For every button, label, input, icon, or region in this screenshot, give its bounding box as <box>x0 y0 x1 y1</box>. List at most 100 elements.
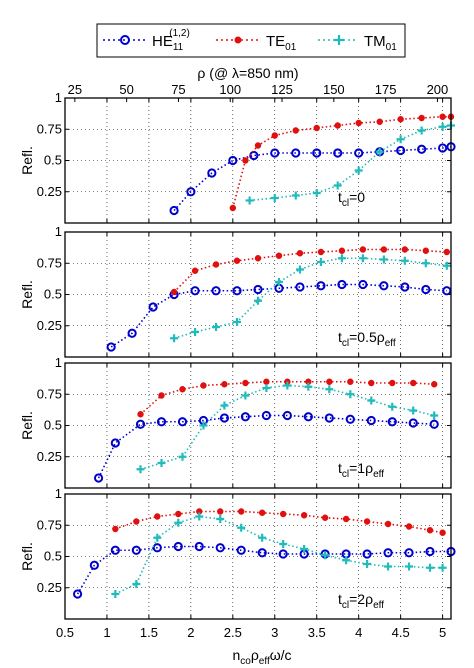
data-point-he <box>110 545 120 555</box>
data-point-he <box>291 148 301 158</box>
data-point-tm <box>245 196 254 205</box>
data-point-te <box>212 261 220 268</box>
y-tick-label: 1 <box>55 224 62 239</box>
panel-annotation: tcl=1ρeff <box>338 460 384 480</box>
data-point-tm <box>363 560 372 568</box>
data-point-he <box>173 541 183 552</box>
data-point-tm <box>279 540 288 548</box>
data-point-tm <box>136 465 145 474</box>
data-point-te <box>321 514 329 521</box>
bottom-axis-ticks: 0.5 1 1.5 2 2.5 3 3.5 4 4.5 5 <box>56 625 446 640</box>
series-line-circle <box>110 283 447 348</box>
data-point-he <box>190 286 200 296</box>
data-point-te <box>363 518 371 525</box>
data-point-te <box>397 116 404 123</box>
data-point-te <box>137 411 144 418</box>
y-tick-label: 0.25 <box>37 184 62 199</box>
data-point-he <box>169 205 179 216</box>
data-point-tm <box>157 459 166 467</box>
y-tick-label: 0.25 <box>37 449 62 464</box>
data-point-te <box>238 508 245 515</box>
y-tick-label: 0.25 <box>37 318 62 333</box>
data-point-te <box>355 119 362 127</box>
data-point-te <box>380 246 388 253</box>
data-point-te <box>305 378 312 385</box>
data-point-tm <box>442 261 451 270</box>
data-point-te <box>158 392 165 399</box>
data-point-te <box>229 204 237 212</box>
legend-label-te: TE01 <box>266 33 297 53</box>
legend-sub-tm: 01 <box>386 42 398 53</box>
panel-frame <box>64 231 452 358</box>
data-point-te <box>112 525 119 533</box>
data-point-he <box>345 414 355 424</box>
data-point-te <box>376 118 383 125</box>
data-point-tm <box>367 396 376 405</box>
data-point-te <box>296 250 304 257</box>
data-point-he <box>135 419 146 429</box>
data-point-te <box>258 509 266 516</box>
data-point-he <box>362 549 372 559</box>
data-point-he <box>106 342 116 352</box>
data-point-he <box>253 284 263 295</box>
y-axis-label: Refl. <box>19 542 35 571</box>
data-point-tm <box>295 265 304 274</box>
data-point-he <box>282 410 292 421</box>
x-tick-label: 5 <box>439 625 446 640</box>
y-axis-label: Refl. <box>19 411 35 440</box>
data-point-tm <box>262 384 271 392</box>
data-point-he <box>110 438 120 448</box>
data-point-tm <box>283 381 292 390</box>
legend-sub-te: 01 <box>285 42 297 53</box>
data-point-te <box>254 255 262 262</box>
data-point-he <box>219 413 230 423</box>
data-point-tm <box>170 334 179 343</box>
data-point-te <box>179 386 186 393</box>
data-point-he <box>215 543 225 553</box>
data-point-he <box>89 560 99 570</box>
data-point-te <box>154 513 161 520</box>
data-point-te <box>326 378 333 385</box>
data-point-he <box>156 417 167 427</box>
panel-frame <box>64 97 452 224</box>
data-point-tm <box>274 278 283 286</box>
data-point-tm <box>233 318 242 326</box>
legend-marker-tm <box>334 35 344 45</box>
panels: 0.25 0.5 0.75 1 Refl. tcl=0 0.25 0.5 0.75 1 Refl. t… <box>19 90 456 620</box>
data-point-tm <box>417 126 426 135</box>
data-point-he <box>303 412 313 422</box>
data-point-tm <box>153 533 162 542</box>
data-point-tm <box>258 533 267 542</box>
data-point-tm <box>300 545 309 553</box>
data-point-te <box>221 381 228 388</box>
y-tick-label: 0.5 <box>44 153 62 168</box>
series-line-circle <box>97 414 435 479</box>
top-axis-ticks: 25 50 75 100 125 150 175 200 <box>68 82 448 102</box>
data-point-tm <box>375 147 384 156</box>
data-point-he <box>194 541 204 552</box>
x-tick-label: 2.5 <box>224 625 242 640</box>
data-point-he <box>354 148 364 158</box>
y-tick-label: 0.5 <box>44 418 62 433</box>
series-line-plus <box>115 515 443 595</box>
data-point-he <box>312 148 322 158</box>
data-point-he <box>131 545 141 555</box>
series-line-dot <box>139 380 435 415</box>
data-point-he <box>72 589 83 599</box>
data-point-he <box>324 413 334 423</box>
y-tick-label: 0.5 <box>44 549 62 564</box>
legend-entry-he: HE11 (1,2) <box>103 28 190 53</box>
y-axis-label: Refl. <box>19 280 35 309</box>
top-tick-label: 75 <box>171 82 185 97</box>
data-point-te <box>175 510 182 518</box>
data-point-he <box>228 155 238 166</box>
x-tick-label: 4 <box>355 625 362 640</box>
data-point-te <box>317 248 325 256</box>
data-point-he <box>387 417 397 427</box>
y-axis-label: Refl. <box>19 146 35 175</box>
data-point-tm <box>195 512 204 521</box>
data-point-he <box>261 410 271 421</box>
data-point-he <box>408 418 418 428</box>
data-point-te <box>133 518 140 525</box>
